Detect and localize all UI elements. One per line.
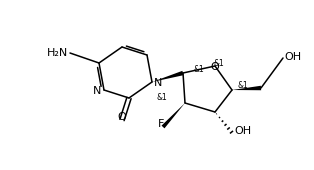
Text: H₂N: H₂N <box>47 48 68 58</box>
Text: &1: &1 <box>156 94 167 103</box>
Text: &1: &1 <box>237 81 248 90</box>
Text: N: N <box>154 78 162 88</box>
Text: &1: &1 <box>213 58 224 67</box>
Polygon shape <box>161 103 185 128</box>
Text: F: F <box>158 119 164 129</box>
Text: O: O <box>211 62 219 72</box>
Text: OH: OH <box>284 52 301 62</box>
Text: OH: OH <box>234 126 251 136</box>
Text: &1: &1 <box>193 64 204 73</box>
Text: N: N <box>93 86 101 96</box>
Text: O: O <box>118 112 126 122</box>
Polygon shape <box>232 86 261 90</box>
Polygon shape <box>152 71 184 82</box>
